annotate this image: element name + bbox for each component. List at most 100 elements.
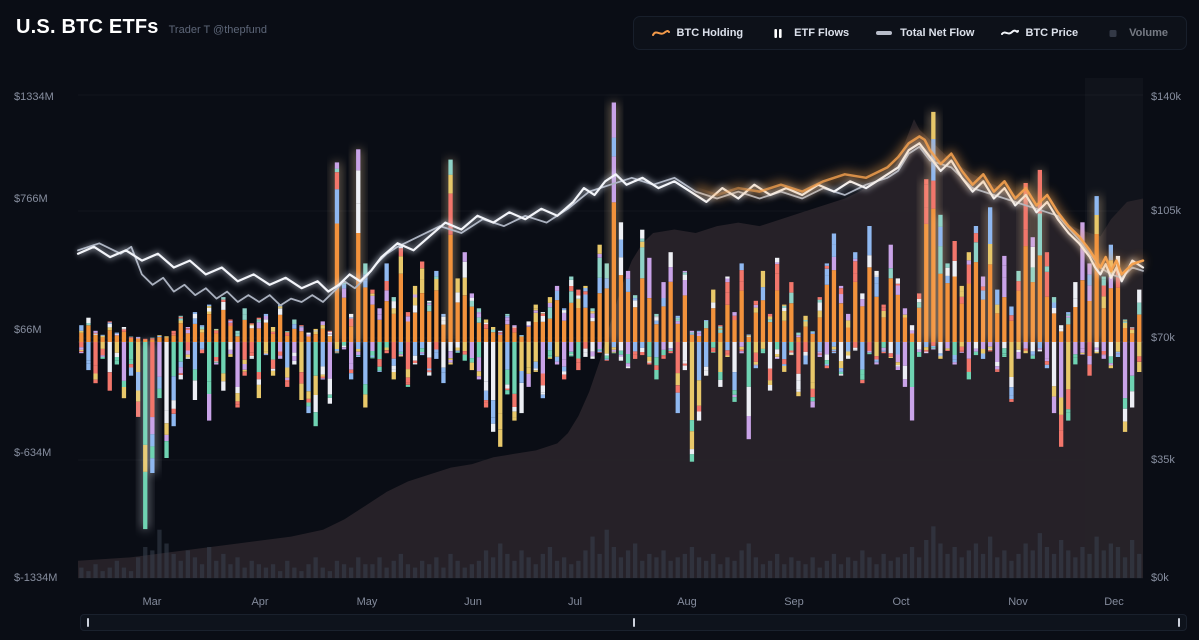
timeline-scrollbar[interactable] [80, 614, 1187, 631]
flow-bar-segment [491, 400, 496, 418]
legend-item-btc-price[interactable]: BTC Price [1000, 27, 1078, 39]
flow-bar-segment [185, 330, 190, 334]
slider-handle-left[interactable] [87, 618, 89, 627]
flow-bar-segment [668, 349, 673, 351]
volume-bar [569, 564, 574, 578]
flow-bar-segment [1066, 409, 1071, 413]
flow-bar-segment [689, 431, 695, 450]
volume-bar [228, 564, 233, 578]
flow-bar-segment [924, 207, 929, 224]
flow-bar-segment [1016, 281, 1021, 291]
flow-bar-segment [483, 381, 489, 391]
flow-bar-segment [192, 316, 198, 319]
flow-bar-segment [512, 327, 517, 330]
flow-bar-segment [654, 320, 659, 325]
flow-bar-segment [803, 355, 808, 365]
volume-bar [533, 564, 538, 578]
flow-bar-segment [427, 372, 432, 376]
flow-bar-segment [647, 342, 652, 357]
flow-bar-segment [1059, 342, 1064, 398]
flow-bar-segment [356, 342, 361, 349]
flow-bar-segment [604, 355, 609, 359]
volume-bar [79, 567, 84, 578]
flow-bar-segment [810, 342, 815, 383]
flow-bar-segment [696, 405, 702, 412]
flow-bar-segment [519, 371, 524, 383]
flow-bar-segment [682, 365, 687, 371]
flow-bar-segment [633, 298, 638, 301]
flow-bar-segment [299, 327, 304, 332]
flow-bar-segment [725, 355, 730, 357]
flow-bar-segment [79, 349, 84, 352]
flow-bar-segment [171, 408, 176, 414]
legend-item-btc-holding[interactable]: BTC Holding [651, 27, 743, 39]
flow-bar-segment [661, 355, 666, 357]
flow-bar-segment [114, 334, 119, 336]
flow-bar-segment [306, 398, 311, 403]
volume-bar [441, 567, 446, 578]
volume-bar [604, 529, 609, 578]
flow-bar-segment [469, 358, 474, 363]
flow-bar-segment [412, 360, 418, 363]
flow-bar-segment [696, 330, 702, 332]
flow-bar-segment [952, 362, 957, 365]
flow-bar-segment [242, 364, 247, 370]
flow-bar-segment [349, 373, 354, 380]
flow-bar-segment [256, 321, 261, 323]
flow-bar-segment [235, 404, 240, 408]
flow-bar-segment [192, 369, 198, 381]
flow-bar-segment [625, 278, 631, 292]
flow-bar-segment [881, 351, 886, 354]
flow-bar-segment [931, 180, 936, 209]
flow-bar-segment [455, 278, 460, 293]
flow-bar-segment [207, 307, 212, 312]
flow-bar-segment [633, 351, 638, 355]
flow-bar-segment [1044, 361, 1050, 365]
legend-item-etf-flows[interactable]: ETF Flows [769, 27, 849, 39]
flow-bar-segment [1037, 169, 1042, 214]
flow-bar-segment [846, 351, 851, 356]
flow-bar-segment [235, 387, 240, 394]
flow-bar-segment [888, 244, 893, 269]
flow-bar-segment [420, 353, 425, 356]
x-axis-label-jul: Jul [567, 596, 583, 608]
flow-bar-segment [491, 327, 496, 330]
volume-bar [199, 564, 205, 578]
flow-bar-segment [973, 233, 979, 243]
flow-bar-segment [199, 325, 205, 327]
volume-bar [767, 560, 773, 579]
chart-plot[interactable] [0, 0, 1199, 610]
flow-bar-segment [796, 335, 801, 338]
flow-bar-segment [498, 332, 503, 334]
flow-bar-segment [789, 292, 794, 304]
volume-bar [682, 553, 687, 579]
flow-bar-segment [512, 342, 517, 394]
flow-bar-segment [228, 320, 233, 323]
slider-handle-right[interactable] [1178, 618, 1180, 627]
x-axis-label-may: May [356, 596, 378, 608]
flow-bar-segment [760, 342, 766, 349]
volume-bar [448, 553, 453, 579]
flow-bar-segment [228, 319, 233, 321]
flow-bar-segment [1023, 348, 1028, 351]
flow-bar-segment [597, 349, 602, 351]
flow-bar-segment [1087, 285, 1092, 301]
flow-bar-segment [924, 347, 929, 351]
flow-bar-segment [242, 342, 247, 360]
flow-bar-segment [597, 257, 602, 278]
flow-bar-segment [540, 313, 545, 316]
flow-bar-segment [874, 275, 879, 277]
flow-bar-segment [391, 365, 396, 370]
volume-bar [675, 557, 680, 578]
slider-handle-center[interactable] [632, 618, 635, 627]
flow-bar-segment [1108, 356, 1113, 364]
legend-item-volume[interactable]: Volume [1104, 27, 1168, 39]
legend-item-total-net-flow[interactable]: Total Net Flow [875, 27, 975, 39]
flow-bar-segment [1115, 351, 1121, 354]
flow-bar-segment [753, 300, 758, 305]
flow-bar-segment [576, 298, 581, 308]
flow-bar-segment [895, 366, 900, 370]
volume-bar [384, 567, 389, 578]
flow-bar-segment [391, 372, 396, 380]
